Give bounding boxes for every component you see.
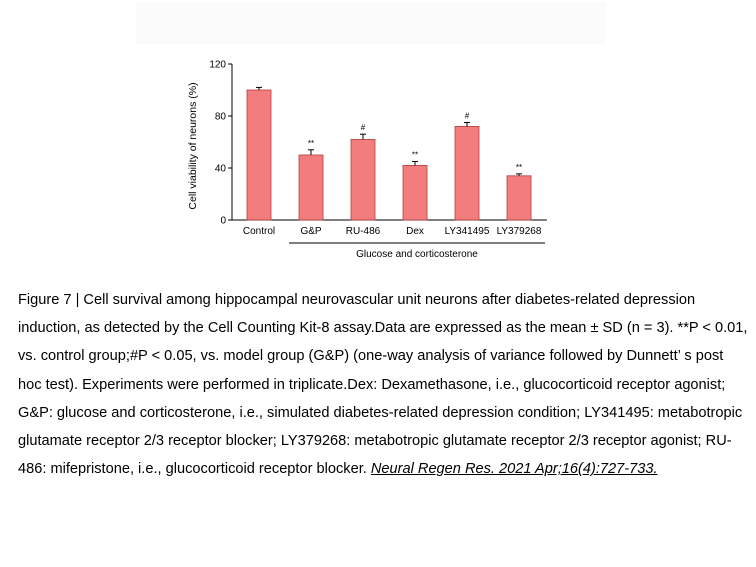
y-tick-label: 80 xyxy=(215,112,227,123)
y-tick-label: 40 xyxy=(215,164,227,175)
y-tick-label: 0 xyxy=(220,216,226,227)
bar-0 xyxy=(246,89,272,221)
annotation-5: ** xyxy=(516,163,522,172)
x-axis-label: Glucose and corticosterone xyxy=(356,249,478,260)
annotation-2: # xyxy=(361,123,366,132)
category-label-2: RU-486 xyxy=(346,226,381,237)
annotation-1: ** xyxy=(308,139,314,148)
header-band xyxy=(136,2,606,44)
bar-5 xyxy=(506,175,532,221)
annotation-3: ** xyxy=(412,151,418,160)
bar-4 xyxy=(454,126,480,221)
bar-chart: 0 40 80 120 Cell viability of neurons (%) Con… xyxy=(187,60,547,260)
category-label-3: Dex xyxy=(406,226,424,237)
bar-3 xyxy=(402,165,428,221)
citation-link[interactable]: Neural Regen Res. 2021 Apr;16(4):727-733… xyxy=(370,461,658,478)
bar-1 xyxy=(298,154,324,221)
bar-2 xyxy=(350,139,376,221)
y-axis-label: Cell viability of neurons (%) xyxy=(187,82,199,209)
category-label-5: LY379268 xyxy=(497,226,542,237)
category-label-0: Control xyxy=(243,226,275,237)
category-label-1: G&P xyxy=(300,226,321,237)
annotation-4: # xyxy=(465,112,470,121)
figure-caption: Figure 7 | Cell survival among hippocamp… xyxy=(18,286,748,483)
caption-text: Figure 7 | Cell survival among hippocamp… xyxy=(18,292,748,478)
category-label-4: LY341495 xyxy=(445,226,490,237)
y-tick-label: 120 xyxy=(209,60,226,71)
